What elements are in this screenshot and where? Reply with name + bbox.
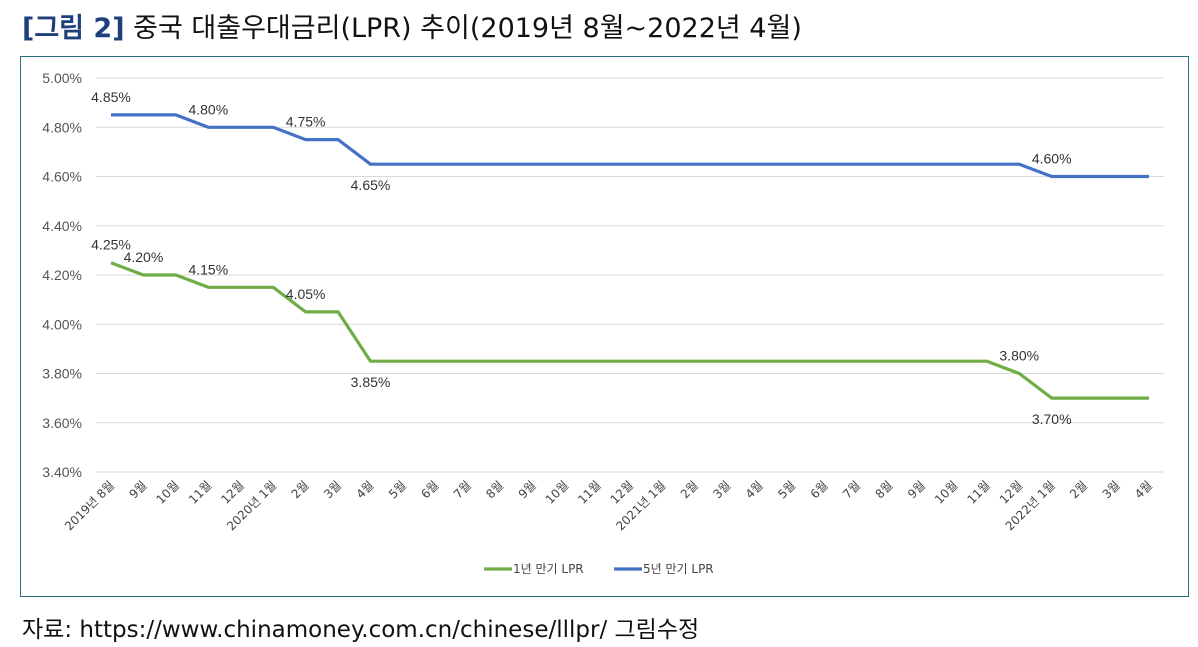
data-label: 3.85%: [351, 374, 391, 390]
x-tick-label: 8월: [873, 478, 896, 501]
x-tick-label: 12월: [997, 478, 1026, 507]
x-tick-label: 10월: [932, 478, 961, 507]
x-tick-label: 2월: [678, 478, 701, 501]
x-tick-label: 9월: [126, 478, 149, 501]
y-tick-label: 4.40%: [42, 218, 82, 234]
x-tick-label: 12월: [218, 478, 247, 507]
chart-frame: [20, 56, 1189, 597]
x-tick-label: 5월: [775, 478, 798, 501]
y-tick-label: 4.60%: [42, 169, 82, 185]
legend-label: 5년 만기 LPR: [643, 562, 714, 576]
x-tick-label: 10월: [543, 478, 572, 507]
x-tick-label: 2월: [1067, 478, 1090, 501]
x-tick-label: 5월: [386, 478, 409, 501]
series-lines: [110, 113, 1149, 400]
y-tick-label: 4.00%: [42, 316, 82, 332]
x-tick-label: 11월: [575, 478, 604, 507]
x-tick-label: 7월: [451, 478, 474, 501]
x-tick-label: 10월: [153, 478, 182, 507]
source-note: 자료: https://www.chinamoney.com.cn/chines…: [22, 617, 700, 643]
data-labels: 4.85% 4.80% 4.75% 4.65% 4.60% 4.25%4.20% 4.15%…: [91, 89, 1071, 427]
y-tick-label: 5.00%: [42, 70, 82, 86]
x-tick-label: 4월: [743, 478, 766, 501]
x-tick-label: 2019년 8월: [62, 478, 117, 533]
x-tick-label: 3월: [1100, 478, 1123, 501]
x-tick-label: 2월: [289, 478, 312, 501]
series-line-5y: [111, 113, 1149, 179]
x-tick-label: 6월: [418, 478, 441, 501]
y-tick-label: 3.60%: [42, 415, 82, 431]
legend-label: 1년 만기 LPR: [513, 562, 584, 576]
x-tick-label: 9월: [516, 478, 539, 501]
y-axis-ticks: 3.40% 3.60% 3.80% 4.00% 4.20% 4.40% 4.60% 4.80%…: [42, 70, 82, 480]
data-label: 4.05%: [286, 286, 326, 302]
y-tick-label: 4.80%: [42, 119, 82, 135]
data-label: 3.80%: [999, 348, 1039, 364]
data-label: 4.80%: [188, 101, 228, 117]
x-tick-label: 11월: [186, 478, 215, 507]
data-label: 4.65%: [351, 177, 391, 193]
x-tick-label: 8월: [483, 478, 506, 501]
y-tick-label: 3.80%: [42, 366, 82, 382]
y-tick-label: 4.20%: [42, 267, 82, 283]
gridlines: [96, 77, 1164, 473]
title-text: 중국 대출우대금리(LPR) 추이(2019년 8월~2022년 4월): [133, 13, 802, 44]
chart-title: [그림 2] 중국 대출우대금리(LPR) 추이(2019년 8월~2022년 …: [22, 6, 802, 45]
legend: 1년 만기 LPR 5년 만기 LPR: [484, 562, 714, 576]
x-tick-label: 3월: [710, 478, 733, 501]
x-tick-label: 9월: [905, 478, 928, 501]
x-tick-label: 6월: [808, 478, 831, 501]
data-label: 4.75%: [286, 114, 326, 130]
data-label: 4.60%: [1032, 151, 1072, 167]
data-label: 4.25%: [91, 237, 131, 253]
series-line-1y: [110, 261, 1149, 400]
x-tick-label: 7월: [840, 478, 863, 501]
x-tick-label: 3월: [321, 478, 344, 501]
figure-number: [그림 2]: [22, 13, 125, 44]
data-label: 3.70%: [1032, 411, 1072, 427]
data-label: 4.15%: [188, 261, 228, 277]
x-tick-label: 11월: [964, 478, 993, 507]
x-tick-label: 4월: [1132, 478, 1155, 501]
data-label: 4.85%: [91, 89, 131, 105]
x-tick-label: 12월: [608, 478, 637, 507]
data-label: 4.20%: [124, 249, 164, 265]
x-tick-label: 4월: [354, 478, 377, 501]
y-tick-label: 3.40%: [42, 464, 82, 480]
